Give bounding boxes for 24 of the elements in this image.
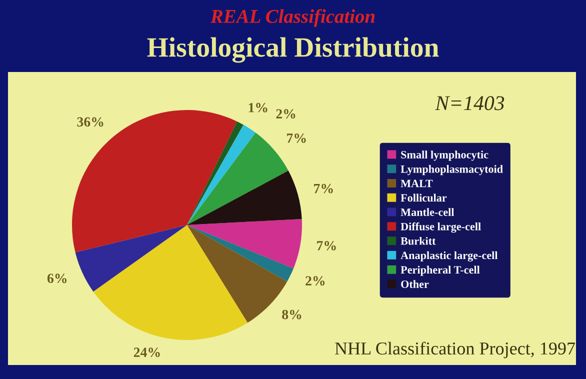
legend-label: Mantle-cell — [400, 208, 454, 216]
legend-label: Diffuse large-cell — [400, 222, 481, 233]
legend-label: Burkitt — [400, 236, 436, 245]
data-label: 7% — [287, 133, 306, 143]
data-label: 2% — [306, 276, 325, 286]
legend-label: Peripheral T-cell — [400, 266, 480, 276]
data-label: 2% — [276, 109, 296, 119]
data-label: 8% — [282, 310, 302, 320]
legend-label: Anaplastic large-cell — [400, 251, 498, 262]
data-label: 24% — [134, 348, 160, 358]
data-label: 36% — [77, 117, 104, 127]
legend-label: MALT — [400, 180, 433, 188]
data-label: 1% — [248, 102, 268, 112]
data-label: 7% — [314, 184, 333, 194]
data-label: 7% — [317, 240, 336, 250]
text: N=1403 — [435, 96, 504, 110]
chart-subtitle: REAL Classification — [210, 9, 375, 27]
legend-label: Follicular — [400, 194, 447, 202]
data-label: 6% — [47, 274, 66, 284]
legend-label: Lymphoplasmacytoid — [400, 165, 503, 176]
text: NHL Classification Project, 1997 — [335, 342, 575, 358]
legend-label: Other — [401, 280, 429, 288]
chart-title: Histological Distribution — [147, 37, 439, 63]
legend-label: Small lymphocytic — [401, 150, 488, 161]
